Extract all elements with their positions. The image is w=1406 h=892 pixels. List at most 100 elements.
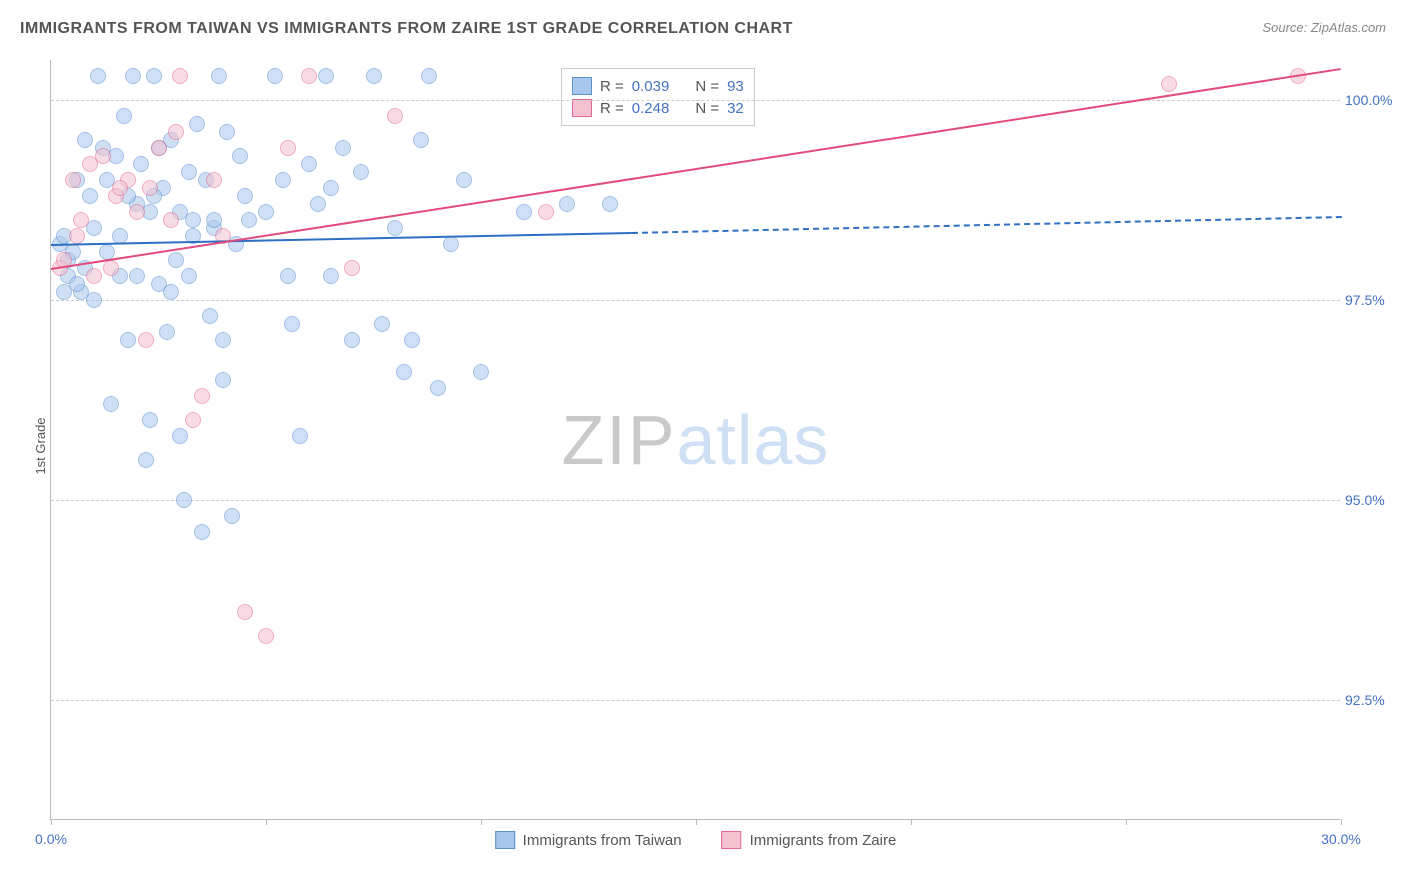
scatter-point: [404, 332, 420, 348]
scatter-point: [133, 156, 149, 172]
gridline: [51, 300, 1340, 301]
trend-line: [631, 216, 1341, 234]
y-axis-label: 1st Grade: [33, 417, 48, 474]
x-tick: [1126, 819, 1127, 825]
scatter-point: [185, 212, 201, 228]
scatter-point: [206, 172, 222, 188]
legend-item-zaire: Immigrants from Zaire: [722, 831, 897, 849]
legend-label-zaire: Immigrants from Zaire: [750, 832, 897, 849]
y-tick-label: 92.5%: [1345, 692, 1400, 708]
gridline: [51, 500, 1340, 501]
scatter-point: [387, 108, 403, 124]
scatter-point: [206, 212, 222, 228]
scatter-point: [215, 332, 231, 348]
scatter-point: [112, 180, 128, 196]
y-tick-label: 97.5%: [1345, 292, 1400, 308]
scatter-point: [602, 196, 618, 212]
scatter-point: [353, 164, 369, 180]
scatter-point: [292, 428, 308, 444]
legend-label-taiwan: Immigrants from Taiwan: [523, 832, 682, 849]
scatter-point: [215, 372, 231, 388]
watermark: ZIPatlas: [562, 400, 830, 480]
legend-n-label: N =: [695, 78, 719, 95]
scatter-point: [116, 108, 132, 124]
scatter-point: [538, 204, 554, 220]
legend-n-value: 32: [727, 100, 744, 117]
scatter-point: [142, 412, 158, 428]
swatch-taiwan: [495, 831, 515, 849]
y-tick-label: 100.0%: [1345, 92, 1400, 108]
scatter-point: [138, 332, 154, 348]
x-tick: [1341, 819, 1342, 825]
scatter-point: [86, 292, 102, 308]
scatter-point: [224, 508, 240, 524]
scatter-point: [211, 68, 227, 84]
legend-n-label: N =: [695, 100, 719, 117]
scatter-point: [90, 68, 106, 84]
scatter-point: [323, 268, 339, 284]
scatter-point: [176, 492, 192, 508]
scatter-point: [443, 236, 459, 252]
scatter-point: [344, 332, 360, 348]
scatter-point: [151, 140, 167, 156]
scatter-point: [103, 396, 119, 412]
x-tick: [911, 819, 912, 825]
legend-r-value: 0.248: [632, 100, 670, 117]
scatter-point: [219, 124, 235, 140]
scatter-plot-area: ZIPatlas R =0.039N =93R =0.248N =32 Immi…: [50, 60, 1340, 820]
scatter-point: [258, 628, 274, 644]
x-tick: [266, 819, 267, 825]
scatter-point: [120, 332, 136, 348]
scatter-point: [366, 68, 382, 84]
scatter-point: [103, 260, 119, 276]
scatter-point: [301, 68, 317, 84]
scatter-point: [237, 188, 253, 204]
scatter-point: [129, 204, 145, 220]
legend-r-label: R =: [600, 78, 624, 95]
scatter-point: [77, 132, 93, 148]
x-tick: [481, 819, 482, 825]
scatter-point: [516, 204, 532, 220]
scatter-point: [185, 412, 201, 428]
legend-swatch: [572, 77, 592, 95]
x-tick: [51, 819, 52, 825]
x-tick-label: 30.0%: [1321, 831, 1361, 847]
scatter-point: [163, 212, 179, 228]
scatter-point: [65, 172, 81, 188]
scatter-point: [396, 364, 412, 380]
scatter-point: [181, 268, 197, 284]
scatter-point: [138, 452, 154, 468]
y-tick-label: 95.0%: [1345, 492, 1400, 508]
trend-line: [51, 232, 632, 246]
legend-r-label: R =: [600, 100, 624, 117]
scatter-point: [473, 364, 489, 380]
scatter-point: [69, 228, 85, 244]
scatter-point: [95, 148, 111, 164]
scatter-point: [146, 68, 162, 84]
scatter-point: [168, 124, 184, 140]
scatter-point: [310, 196, 326, 212]
scatter-point: [1161, 76, 1177, 92]
scatter-point: [172, 428, 188, 444]
x-tick-label: 0.0%: [35, 831, 67, 847]
scatter-point: [421, 68, 437, 84]
scatter-point: [344, 260, 360, 276]
scatter-point: [374, 316, 390, 332]
series-legend: Immigrants from Taiwan Immigrants from Z…: [495, 831, 897, 849]
scatter-point: [202, 308, 218, 324]
scatter-point: [275, 172, 291, 188]
scatter-point: [284, 316, 300, 332]
correlation-legend: R =0.039N =93R =0.248N =32: [561, 68, 755, 126]
scatter-point: [335, 140, 351, 156]
scatter-point: [181, 164, 197, 180]
x-tick: [696, 819, 697, 825]
scatter-point: [280, 268, 296, 284]
scatter-point: [168, 252, 184, 268]
scatter-point: [129, 268, 145, 284]
scatter-point: [86, 268, 102, 284]
source-label: Source: ZipAtlas.com: [1262, 20, 1386, 35]
scatter-point: [258, 204, 274, 220]
chart-title: IMMIGRANTS FROM TAIWAN VS IMMIGRANTS FRO…: [20, 20, 793, 38]
scatter-point: [73, 212, 89, 228]
legend-r-value: 0.039: [632, 78, 670, 95]
